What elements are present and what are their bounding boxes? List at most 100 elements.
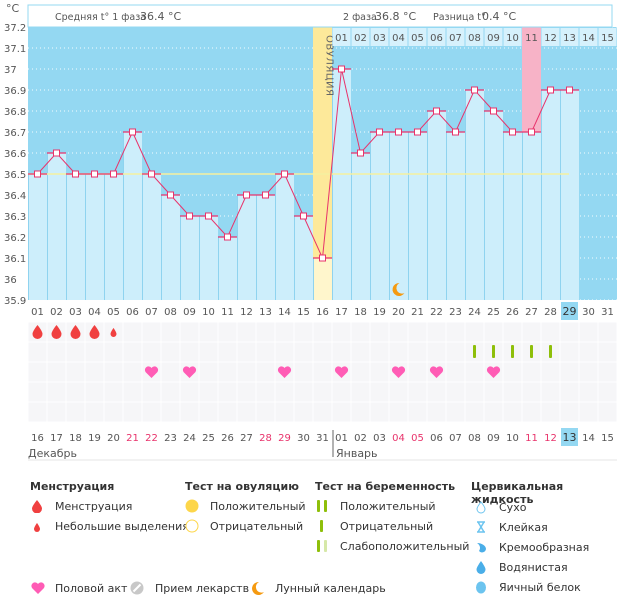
temperature-point [395, 128, 402, 136]
top-day-label: 09 [487, 33, 500, 44]
symbol-cell [351, 322, 370, 342]
symbol-cell [237, 362, 256, 382]
cycle-day-label: 14 [278, 307, 291, 318]
legend-menstruation: Менструация [30, 499, 132, 514]
month-label: Декабрь [28, 447, 77, 460]
legend-medication: Прием лекарств [130, 581, 249, 595]
calendar-date-label: 27 [240, 433, 253, 444]
cycle-day-label: 29 [563, 305, 577, 318]
calendar-date-label: 11 [525, 433, 538, 444]
legend-pregnancy-positive: Положительный [315, 499, 436, 513]
symbol-cell [484, 402, 503, 422]
symbol-cell [560, 322, 579, 342]
symbol-cell [370, 382, 389, 402]
diff-value: 0.4 °C [482, 10, 516, 23]
cycle-day-label: 05 [107, 307, 120, 318]
temperature-point [205, 212, 212, 220]
temperature-point [53, 149, 60, 157]
symbol-cell [275, 322, 294, 342]
pill-icon [130, 581, 148, 595]
symbol-cell [85, 362, 104, 382]
cycle-day-label: 06 [126, 307, 139, 318]
temperature-point [224, 233, 231, 241]
symbol-cell [313, 322, 332, 342]
heart-icon [182, 366, 197, 378]
top-day-cell [522, 28, 541, 46]
temperature-bar [389, 132, 408, 300]
symbol-cell [560, 402, 579, 422]
symbol-cell [579, 382, 598, 402]
symbol-cell [503, 362, 522, 382]
temperature-point [471, 86, 478, 94]
y-tick-label: 36.6 [4, 149, 26, 160]
symbol-cell [237, 402, 256, 422]
one-bar-icon [315, 519, 333, 533]
calendar-date-label: 23 [164, 433, 177, 444]
calendar-date-label: 10 [506, 433, 519, 444]
blood-drop-icon [30, 499, 48, 514]
symbol-cell [446, 402, 465, 422]
temperature-point [357, 149, 364, 157]
blood-drop-icon [32, 325, 43, 339]
symbol-cell [180, 342, 199, 362]
creamy-drop-icon [474, 540, 492, 554]
symbol-cell [161, 402, 180, 422]
calendar-date-label: 01 [335, 433, 348, 444]
symbol-cell [47, 342, 66, 362]
symbol-cell [598, 402, 617, 422]
symbol-cell [218, 382, 237, 402]
cycle-day-label: 25 [487, 307, 500, 318]
symbol-cell [389, 402, 408, 422]
symbol-cell [142, 342, 161, 362]
cycle-day-label: 17 [335, 307, 348, 318]
symbol-cell [446, 382, 465, 402]
cycle-day-label: 24 [468, 307, 481, 318]
calendar-date-label: 09 [487, 433, 500, 444]
symbol-cell [332, 322, 351, 342]
symbol-cell [408, 322, 427, 342]
temperature-bar [104, 174, 123, 300]
symbol-cell [161, 322, 180, 342]
temperature-point [319, 254, 326, 262]
blood-drop-icon [70, 325, 81, 339]
top-day-cell [370, 28, 389, 46]
top-day-label: 08 [468, 33, 481, 44]
symbol-cell [370, 362, 389, 382]
temperature-point [528, 128, 535, 136]
temperature-bar [218, 237, 237, 300]
symbol-cell [446, 362, 465, 382]
water-drop-icon [474, 560, 492, 574]
calendar-date-label: 19 [88, 433, 101, 444]
legend-moon: Лунный календарь [250, 581, 386, 595]
symbol-cell [180, 402, 199, 422]
symbol-cell [104, 382, 123, 402]
legend-cervical-creamy: Кремообразная [474, 540, 589, 554]
symbol-cell [484, 382, 503, 402]
symbol-cell [180, 322, 199, 342]
calendar-date-label: 28 [259, 433, 272, 444]
top-day-cell [389, 28, 408, 46]
heart-icon [334, 366, 349, 378]
y-tick-label: 36.4 [4, 191, 26, 202]
heart-icon [30, 581, 48, 595]
phase2-label: 2 фаза [343, 12, 377, 23]
symbol-cell [275, 342, 294, 362]
symbol-cell [294, 382, 313, 402]
symbol-cell [313, 382, 332, 402]
symbol-cell [370, 402, 389, 422]
temperature-point [300, 212, 307, 220]
symbol-cell [351, 382, 370, 402]
symbol-cell [332, 402, 351, 422]
temperature-point [338, 65, 345, 73]
symbol-cell [28, 382, 47, 402]
temperature-point [376, 128, 383, 136]
calendar-date-label: 03 [373, 433, 386, 444]
temperature-bar [446, 132, 465, 300]
symbol-cell [256, 342, 275, 362]
temperature-bar [408, 132, 427, 300]
symbol-cell [598, 382, 617, 402]
symbol-cell [465, 382, 484, 402]
symbol-cell [218, 322, 237, 342]
symbol-cell [199, 382, 218, 402]
symbol-cell [332, 382, 351, 402]
